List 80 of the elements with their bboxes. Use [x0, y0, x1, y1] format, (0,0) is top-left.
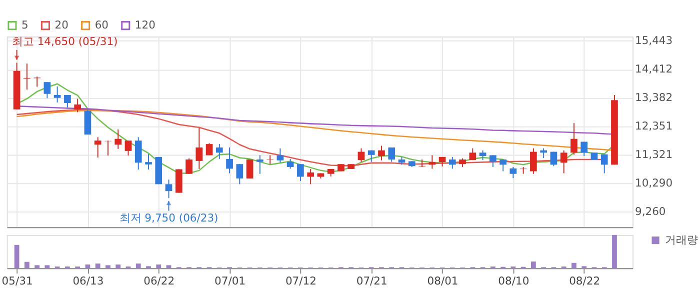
candlestick [186, 158, 192, 174]
legend-label: 거래량 [664, 233, 698, 246]
candlestick [297, 164, 304, 182]
candlestick [216, 144, 223, 160]
bar [95, 264, 100, 268]
candlestick [34, 76, 40, 88]
candlestick [550, 151, 558, 167]
candlestick [206, 142, 213, 156]
x-tick-label: 07/21 [356, 274, 388, 288]
candlestick [145, 154, 152, 170]
x-tick-label: 06/13 [72, 274, 104, 288]
x-tick-label: 08/10 [498, 274, 530, 288]
y-tick-label: 13,382 [634, 91, 673, 104]
candlestick [510, 166, 517, 179]
candlestick [378, 145, 385, 161]
legend-label: 20 [54, 18, 69, 32]
candlestick [570, 122, 578, 156]
candlestick [44, 82, 51, 99]
candlestick [490, 154, 496, 168]
candlestick [124, 140, 132, 156]
y-tick-label: 11,321 [634, 148, 673, 162]
candlestick [54, 86, 61, 103]
candlestick [500, 159, 506, 172]
candlestick [134, 136, 142, 170]
y-tick-label: 14,412 [634, 62, 673, 76]
x-tick-label: 07/01 [214, 274, 246, 288]
bar [24, 262, 30, 268]
candlestick [256, 154, 264, 174]
y-tick-label: 10,290 [634, 176, 673, 190]
bar [136, 264, 141, 268]
candlestick [580, 141, 588, 157]
candlestick [246, 159, 254, 179]
bar [106, 265, 110, 268]
bar [44, 265, 50, 268]
candlestick [560, 150, 568, 174]
candlestick [530, 148, 537, 174]
candlestick [64, 94, 71, 108]
x-tick-label: 06/22 [144, 274, 175, 288]
candlestick [196, 128, 203, 170]
legend-label: 5 [22, 18, 28, 32]
candlestick [307, 168, 314, 185]
candlestick [236, 164, 244, 185]
candlestick [84, 108, 92, 136]
candlestick [388, 146, 396, 162]
bar [572, 262, 576, 268]
bar [34, 265, 40, 268]
candlestick [286, 158, 294, 170]
candlestick [358, 148, 365, 162]
candlestick [165, 179, 172, 199]
candlestick [226, 146, 233, 174]
candlestick [24, 63, 30, 90]
bar [166, 265, 172, 268]
candlestick [600, 154, 608, 174]
bar [116, 264, 121, 268]
x-tick-label: 08/22 [569, 274, 600, 288]
candlestick [520, 166, 527, 174]
y-tick-label: 9,260 [634, 205, 666, 218]
candlestick [94, 136, 102, 158]
candlestick [114, 128, 122, 150]
candlestick [418, 159, 426, 168]
annotation: 최고 14,650 (05/31) [12, 35, 118, 48]
candlestick [175, 168, 182, 194]
y-tick-label: 12,351 [634, 120, 673, 133]
bar [531, 262, 536, 268]
bar [14, 244, 20, 268]
x-tick-label: 07/12 [285, 274, 316, 288]
annotation: 최저 9,750 (06/23) [119, 212, 218, 225]
candlestick [276, 148, 284, 164]
candlestick [479, 150, 486, 161]
candlestick [428, 154, 436, 170]
candlestick [266, 154, 274, 165]
bar [612, 234, 617, 268]
candlestick [74, 98, 81, 113]
legend-label: 120 [134, 18, 156, 32]
candlestick [448, 156, 456, 170]
y-tick-label: 15,443 [634, 34, 673, 48]
legend-label: 60 [94, 18, 109, 32]
x-tick-label: 08/01 [427, 274, 458, 288]
x-tick-label: 05/31 [2, 274, 33, 288]
bar [156, 264, 162, 268]
